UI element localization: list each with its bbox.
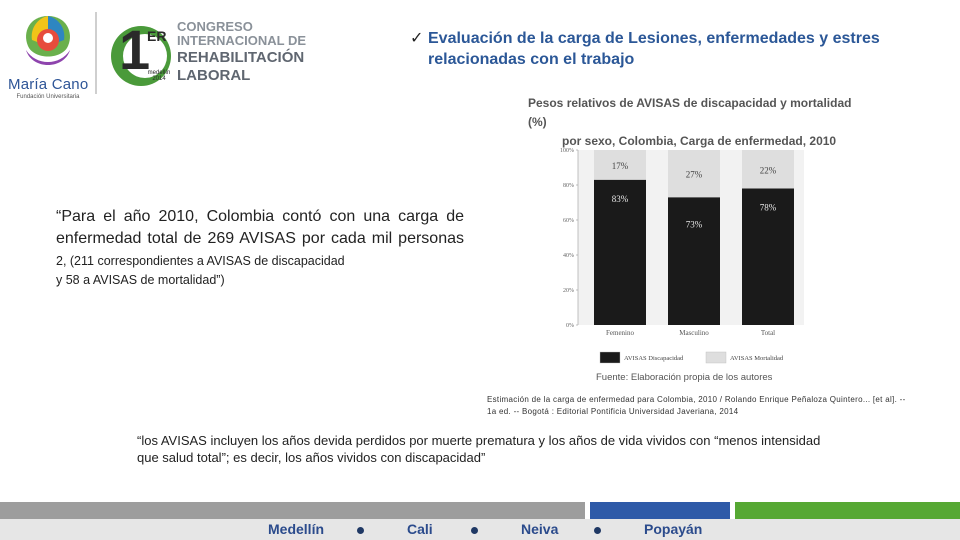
y-tick-label: 20% (563, 288, 574, 294)
footer-blue-bar (590, 502, 730, 520)
congreso-line4: LABORAL (177, 67, 251, 84)
city-cali: Cali (407, 521, 433, 537)
x-category-label: Femenino (606, 329, 634, 337)
footer-green-bar (735, 502, 960, 520)
legend-label: AVISAS Mortalidad (730, 355, 784, 362)
chart-title-line1: Pesos relativos de AVISAS de discapacida… (528, 96, 852, 129)
bar-segment-discapacidad (594, 179, 646, 325)
maria-cano-subtitle: Fundación Universitaria (16, 94, 80, 100)
congreso-line3: REHABILITACIÓN (177, 49, 305, 66)
chart-source: Fuente: Elaboración propia de los autore… (596, 372, 773, 383)
slide-heading: ✓ Evaluación de la carga de Lesiones, en… (410, 28, 880, 70)
maria-cano-emblem-icon (26, 16, 70, 65)
quote-small: 2, (211 correspondientes a AVISAS de dis… (56, 254, 345, 268)
city-medellin: Medellín (268, 521, 325, 537)
chart-title: Pesos relativos de AVISAS de discapacida… (528, 94, 858, 151)
bar-segment-mortalidad (594, 150, 646, 180)
city-neiva: Neiva (521, 521, 559, 537)
y-tick-label: 80% (563, 183, 574, 189)
bar-segment-discapacidad (668, 197, 720, 325)
congreso-sup: ER (147, 28, 167, 44)
congreso-number: 1 (119, 18, 151, 81)
congreso-city: medellín 2014 (147, 70, 171, 82)
footer (0, 498, 960, 540)
footer-cities (0, 519, 960, 540)
bar-segment-discapacidad (742, 188, 794, 325)
citation-text: Estimación de la carga de enfermedad par… (487, 395, 906, 416)
data-label: 17% (612, 161, 629, 171)
city-popayan: Popayán (644, 521, 703, 537)
congreso-number-icon (111, 26, 171, 86)
checkmark-icon: ✓ (410, 30, 424, 47)
stacked-bar-chart: 0% 20% 40% 60% 80% 100% 83% 17% Femenino 73% 27% Ma… (560, 148, 804, 383)
quote-main: “Para el año 2010, Colombia contó con un… (56, 208, 464, 247)
legend-swatch (599, 351, 621, 364)
y-tick-label: 40% (563, 253, 574, 259)
maria-cano-logo: María Cano Fundación Universitaria (8, 10, 89, 100)
definition-text: “los AVISAS incluyen los años devida per… (137, 433, 821, 465)
bullet-icon (471, 527, 478, 534)
congreso-logo: 1 ER medellín 2014 CONGRESO INTERNACIONA… (105, 14, 306, 96)
x-category-label: Masculino (679, 329, 709, 337)
heading-text: Evaluación de la carga de Lesiones, enfe… (428, 30, 880, 68)
logo-divider (95, 12, 97, 94)
bar-segment-mortalidad (742, 150, 794, 189)
quote-continuation: y 58 a AVISAS de mortalidad”) (56, 273, 225, 287)
y-tick-label: 100% (560, 148, 574, 154)
congreso-line2: INTERNACIONAL DE (177, 33, 307, 48)
chart-title-line2: por sexo, Colombia, Carga de enfermedad,… (562, 134, 837, 148)
data-label: 78% (760, 203, 777, 213)
bullet-icon (594, 527, 601, 534)
data-label: 22% (760, 165, 777, 175)
congreso-line1: CONGRESO (177, 19, 253, 34)
footer-gray-bar (0, 502, 585, 520)
y-tick-label: 60% (563, 218, 574, 224)
x-category-label: Total (761, 329, 775, 337)
data-label: 73% (686, 219, 703, 229)
bar-segment-mortalidad (668, 150, 720, 198)
data-label: 83% (612, 194, 629, 204)
legend-swatch (705, 351, 727, 364)
quote-text: “Para el año 2010, Colombia contó con un… (56, 206, 464, 272)
legend-label: AVISAS Discapacidad (624, 355, 684, 362)
y-tick-label: 0% (566, 323, 574, 329)
bullet-icon (357, 527, 364, 534)
data-label: 27% (686, 170, 703, 180)
maria-cano-name: María Cano (8, 76, 89, 93)
